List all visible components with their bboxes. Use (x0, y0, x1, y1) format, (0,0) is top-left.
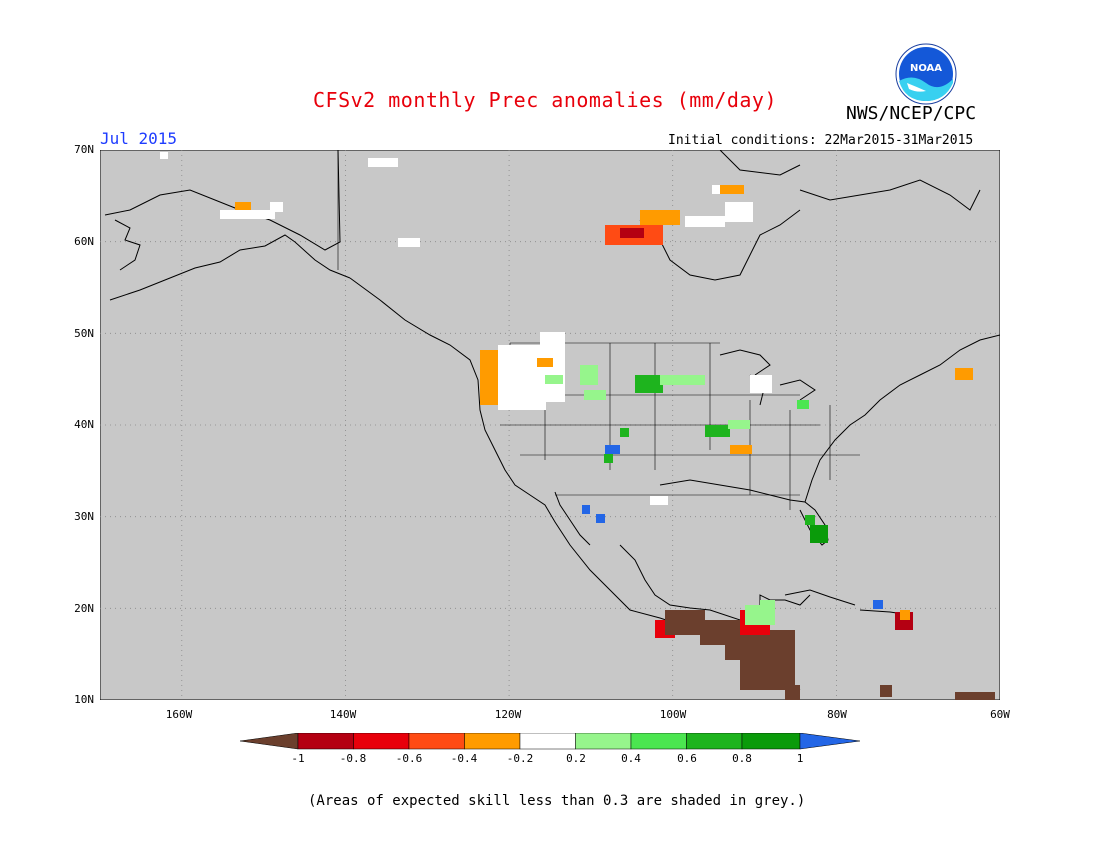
footnote: (Areas of expected skill less than 0.3 a… (308, 793, 806, 809)
agency-label: NWS/NCEP/CPC (846, 103, 977, 124)
lat-label: 50N (74, 327, 94, 340)
colorbar-label: -0.4 (450, 752, 478, 765)
lat-label: 30N (74, 510, 94, 523)
anomaly-cells (160, 152, 995, 700)
svg-text:NOAA: NOAA (910, 63, 942, 74)
colorbar-segment (408, 733, 465, 750)
noaa-logo-icon: NOAA (895, 43, 957, 105)
colorbar-segment (741, 733, 801, 750)
lat-label: 20N (74, 602, 94, 615)
colorbar (240, 733, 860, 750)
chart-title: CFSv2 monthly Prec anomalies (mm/day) (313, 88, 778, 112)
colorbar-segment (519, 733, 576, 750)
colorbar-label: -1 (291, 752, 305, 765)
colorbar-label: -0.6 (395, 752, 423, 765)
colorbar-segment (575, 733, 632, 750)
lon-label: 60W (990, 708, 1010, 721)
colorbar-label: 0.8 (732, 752, 752, 765)
forecast-period: Jul 2015 (100, 129, 178, 148)
lon-label: 80W (827, 708, 847, 721)
lon-label: 120W (494, 708, 522, 721)
lat-label: 70N (74, 143, 94, 156)
colorbar-label: -0.2 (506, 752, 534, 765)
colorbar-label: 0.6 (677, 752, 697, 765)
colorbar-label: 0.2 (566, 752, 586, 765)
colorbar-segment (799, 733, 860, 750)
colorbar-segment (686, 733, 743, 750)
colorbar-segment (240, 733, 299, 750)
lat-label: 10N (74, 693, 94, 706)
colorbar-segment (297, 733, 354, 750)
lat-label: 40N (74, 418, 94, 431)
lon-label: 140W (329, 708, 357, 721)
lat-label: 60N (74, 235, 94, 248)
colorbar-label: 1 (796, 752, 804, 765)
colorbar-segment (630, 733, 687, 750)
colorbar-segment (353, 733, 410, 750)
lon-label: 100W (659, 708, 687, 721)
lon-label: 160W (165, 708, 193, 721)
initial-conditions: Initial conditions: 22Mar2015-31Mar2015 (668, 133, 974, 148)
anomaly-map (100, 150, 1000, 700)
colorbar-label: 0.4 (621, 752, 641, 765)
colorbar-label: -0.8 (339, 752, 367, 765)
colorbar-segment (464, 733, 521, 750)
